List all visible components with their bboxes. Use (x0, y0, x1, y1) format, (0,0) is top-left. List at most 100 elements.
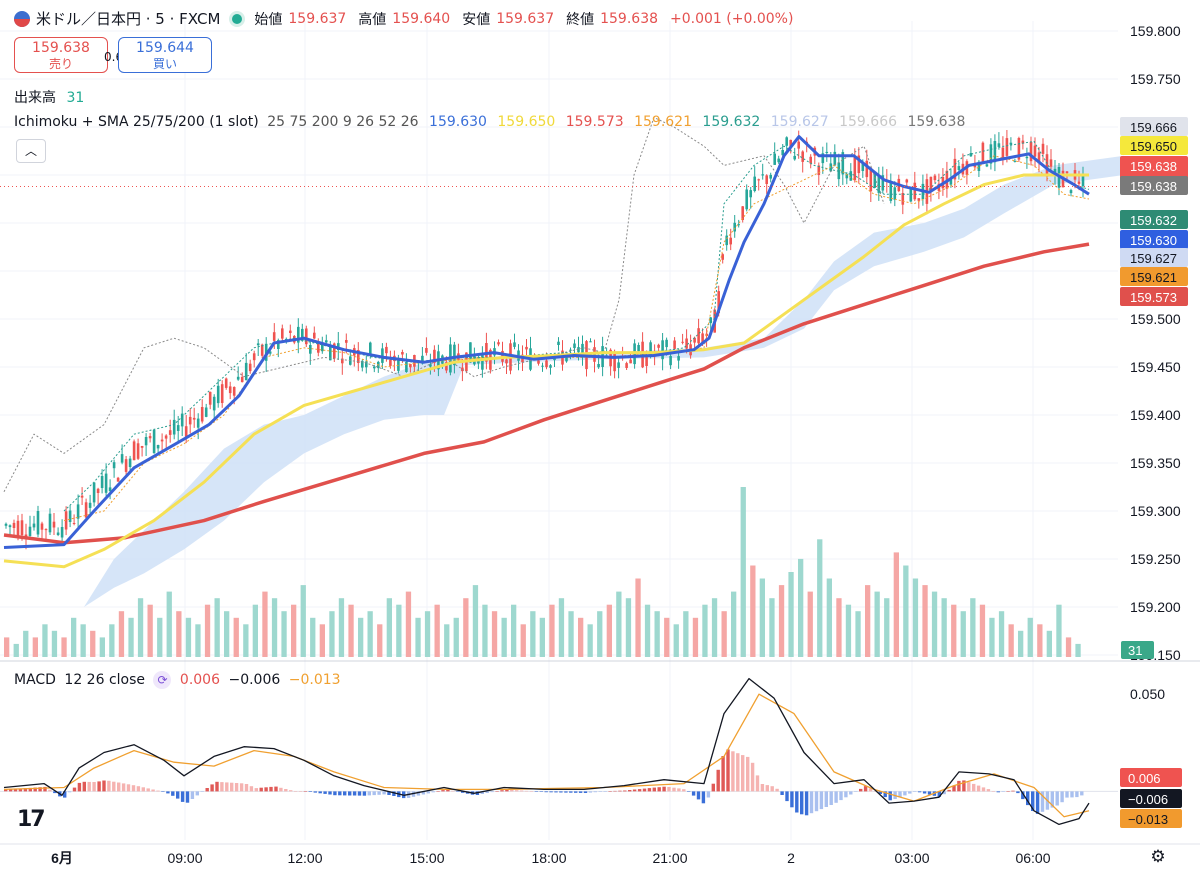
volume-bar (32, 637, 38, 657)
ichimoku-legend[interactable]: Ichimoku + SMA 25/75/200 (1 slot) 25 75 … (14, 114, 965, 130)
volume-bar (721, 611, 727, 657)
candle-body (373, 366, 376, 369)
macd-histogram-bar (967, 782, 971, 792)
candle-body (749, 190, 752, 198)
candle-body (825, 151, 829, 153)
macd-tag (1120, 768, 1182, 787)
macd-histogram-bar (485, 791, 489, 793)
macd-histogram-bar (215, 781, 219, 792)
macd-histogram-bar (357, 791, 362, 796)
candle-body (52, 521, 56, 528)
macd-histogram-bar (441, 790, 445, 792)
volume-bar (137, 598, 144, 657)
candle-body (513, 342, 516, 347)
volume-bar (80, 624, 86, 657)
macd-histogram-bar (947, 789, 951, 792)
macd-signal-value: −0.013 (288, 672, 341, 688)
macd-histogram-bar (225, 782, 229, 792)
market-open-icon (232, 13, 243, 24)
price-axis-label: 159.400 (1130, 407, 1181, 423)
time-axis-label: 12:00 (287, 850, 322, 866)
volume-bar (845, 604, 852, 657)
macd-histogram-bar (318, 791, 322, 794)
volume-bar (396, 604, 402, 657)
time-axis-label: 18:00 (531, 850, 566, 866)
time-axis-label: 6月 (51, 850, 73, 866)
refresh-icon[interactable]: ⟳ (153, 671, 172, 689)
macd-histogram-bar (593, 791, 597, 793)
macd-histogram-bar (293, 791, 298, 792)
macd-histogram-bar (284, 789, 288, 792)
gear-icon[interactable]: ⚙ (1150, 847, 1166, 867)
candle-body (301, 328, 304, 341)
candle-body (857, 155, 861, 174)
macd-histogram-bar (161, 791, 165, 792)
candle-body (669, 356, 672, 366)
candle-body (701, 333, 704, 344)
macd-histogram-bar (750, 762, 755, 792)
volume-legend[interactable]: 出来高 31 (14, 87, 84, 107)
macd-histogram-bar (716, 769, 720, 792)
candle-body (833, 151, 837, 166)
macd-histogram-bar (230, 782, 234, 792)
macd-name: MACD (14, 672, 56, 688)
macd-histogram-bar (957, 780, 961, 792)
sma75-line (3, 173, 1089, 569)
macd-histogram-bar (854, 791, 858, 792)
macd-histogram-bar (431, 791, 435, 793)
candle-body (180, 413, 184, 427)
volume-bar (214, 598, 220, 657)
candle-body (957, 166, 961, 170)
volume-bar (90, 630, 96, 657)
candle-body (1029, 142, 1033, 162)
buy-button[interactable]: 159.644 買い (118, 37, 212, 73)
candle-body (569, 349, 572, 351)
candle-body (80, 495, 84, 498)
candle-body (36, 511, 40, 535)
macd-histogram-bar (642, 788, 647, 792)
candle-body (665, 339, 668, 348)
candle-body (809, 156, 812, 164)
sell-button[interactable]: 159.638 売り (14, 37, 108, 73)
candle-body (357, 350, 360, 363)
macd-histogram-bar (1075, 791, 1079, 798)
macd-tag-label: 0.006 (1128, 771, 1161, 786)
candle-body (208, 391, 212, 405)
candle-body (581, 343, 584, 358)
macd-histogram-bar (519, 790, 524, 792)
macd-histogram-bar (927, 791, 932, 795)
macd-histogram-bar (775, 788, 779, 792)
candle-body (793, 155, 796, 160)
macd-histogram-bar (588, 791, 593, 793)
macd-histogram-bar (844, 791, 848, 798)
macd-histogram-bar (92, 782, 96, 792)
macd-histogram-bar (112, 781, 116, 792)
candle-body (160, 439, 164, 442)
candle-body (369, 342, 372, 355)
price-tag-label: 159.666 (1130, 120, 1177, 135)
volume-bar (118, 611, 125, 657)
price-tag-label: 159.650 (1130, 139, 1177, 154)
macd-histogram-bar (1016, 791, 1020, 794)
volume-bar (807, 591, 813, 657)
macd-histogram-bar (446, 789, 450, 792)
candle-body (385, 346, 388, 354)
macd-histogram-bar (421, 791, 426, 795)
sma25-line (3, 135, 1090, 549)
candle-body (453, 344, 456, 366)
collapse-legend-button[interactable]: ︿ (16, 139, 46, 163)
price-axis-label: 159.350 (1130, 455, 1181, 471)
macd-legend[interactable]: MACD 12 26 close ⟳ 0.006 −0.006 −0.013 (14, 671, 341, 689)
volume-bar (367, 611, 373, 657)
tradingview-logo-icon[interactable]: 17 (17, 807, 46, 832)
volume-value: 31 (66, 90, 85, 106)
macd-histogram-bar (741, 755, 745, 792)
macd-histogram-bar (23, 788, 28, 792)
candle-body (673, 340, 676, 349)
macd-histogram-bar (156, 790, 160, 792)
symbol-title[interactable]: 米ドル／日本円 · 5 · FXCM (36, 10, 221, 28)
candle-body (144, 437, 148, 446)
macd-histogram-bar (77, 782, 82, 792)
macd-params: 12 26 close (64, 672, 146, 688)
